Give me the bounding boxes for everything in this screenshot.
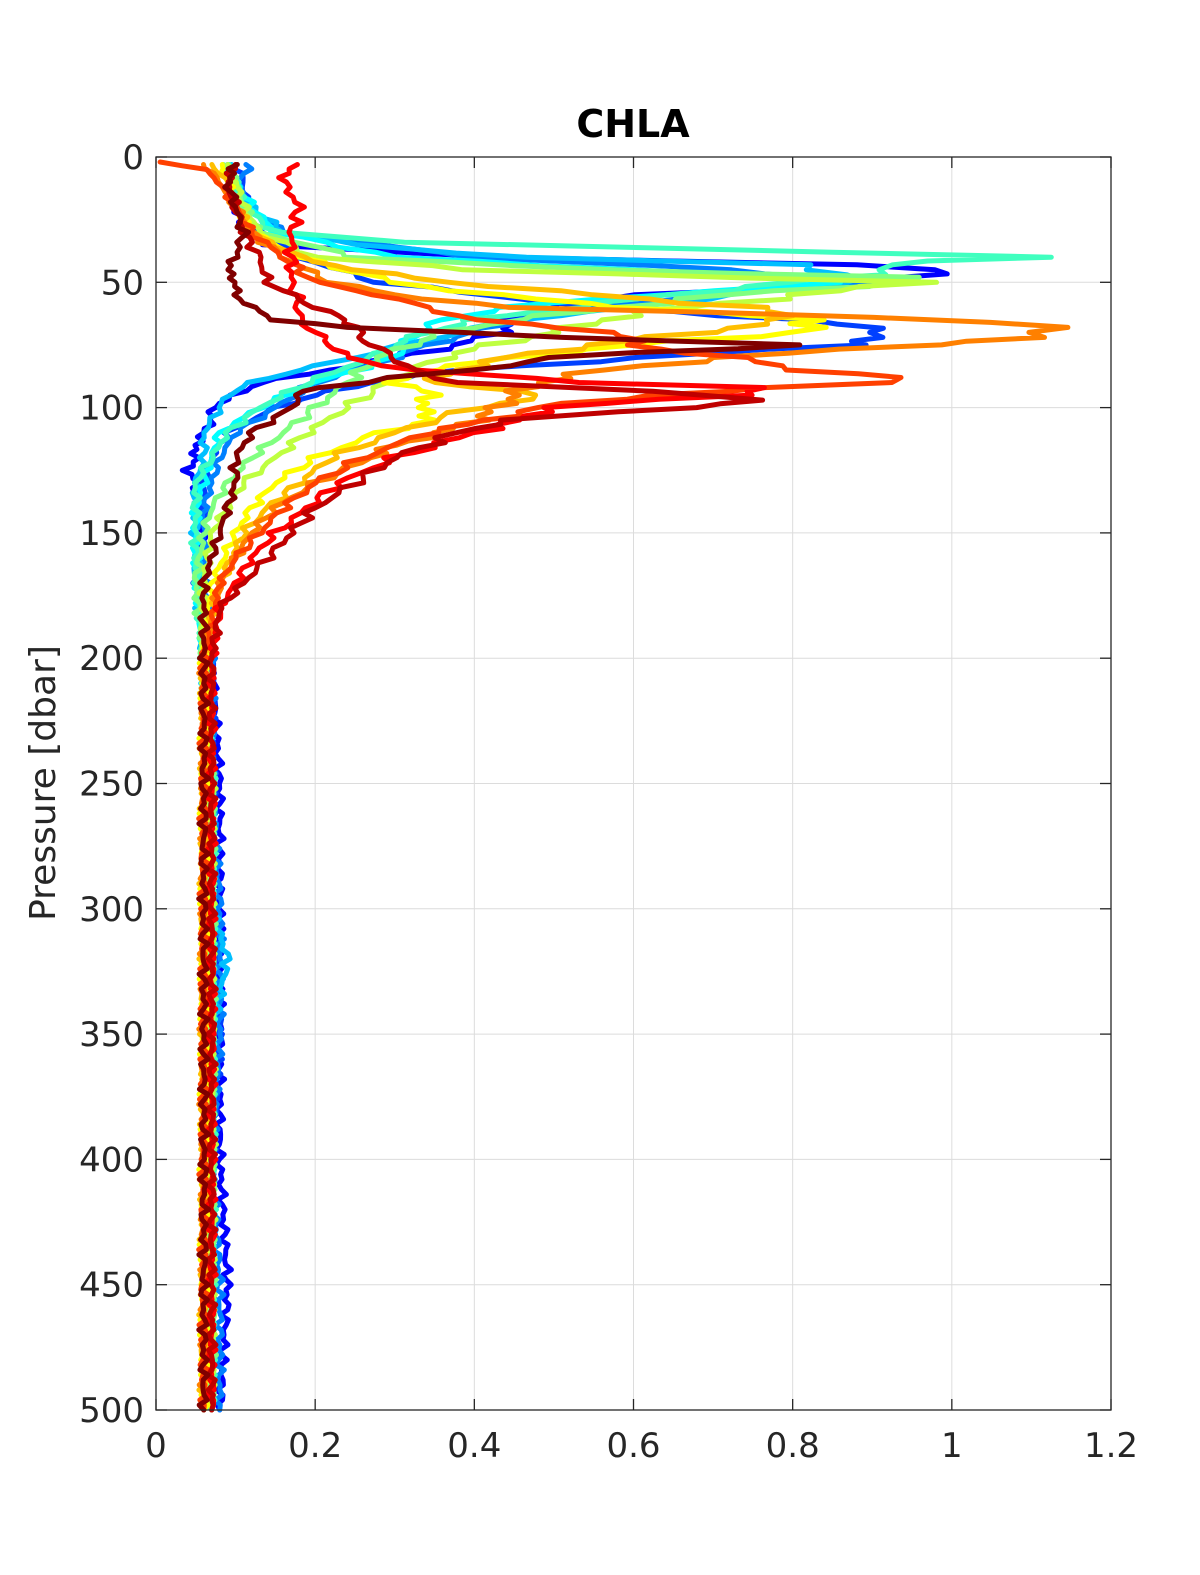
- x-tick-label: 1: [941, 1426, 963, 1466]
- y-tick-label: 500: [79, 1391, 144, 1431]
- y-tick-label: 350: [79, 1015, 144, 1055]
- y-tick-label: 450: [79, 1266, 144, 1306]
- x-tick-label: 0.2: [288, 1426, 342, 1466]
- axis-ticks: 0 0.2 0.4 0.6 0.8 1 1.2 0 50 100 150 200 250 300 350 40…: [79, 138, 1138, 1466]
- y-tick-label: 250: [79, 765, 144, 805]
- y-tick-label: 200: [79, 639, 144, 679]
- profile-line-14: [204, 162, 766, 1413]
- chart-title: CHLA: [576, 102, 690, 146]
- x-tick-label: 0: [145, 1426, 167, 1466]
- y-tick-label: 300: [79, 890, 144, 930]
- x-tick-label: 0.4: [447, 1426, 501, 1466]
- x-tick-label: 0.8: [766, 1426, 820, 1466]
- series-group: [157, 159, 1071, 1413]
- x-tick-label: 0.6: [606, 1426, 660, 1466]
- profile-line-1: [179, 162, 950, 1413]
- y-tick-label: 0: [122, 138, 144, 178]
- y-tick-label: 150: [79, 514, 144, 554]
- y-tick-label: 400: [79, 1140, 144, 1180]
- y-tick-label: 50: [101, 263, 144, 303]
- x-tick-label: 1.2: [1084, 1426, 1138, 1466]
- profile-line-15: [196, 162, 803, 1413]
- y-axis-label: Pressure [dbar]: [23, 645, 64, 921]
- y-tick-label: 100: [79, 389, 144, 429]
